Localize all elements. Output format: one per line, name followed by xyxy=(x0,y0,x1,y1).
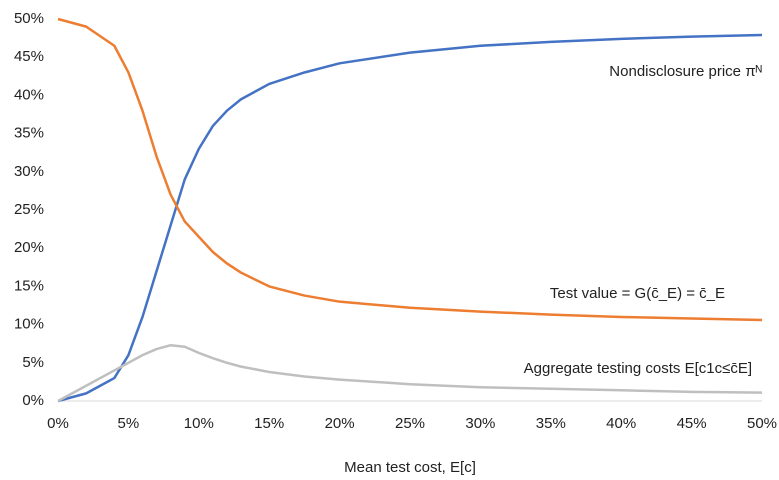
y-tick-label: 45% xyxy=(14,48,44,65)
x-tick-label: 40% xyxy=(606,415,636,432)
x-axis-label: Mean test cost, E[c] xyxy=(344,459,476,476)
y-tick-label: 15% xyxy=(14,277,44,294)
series-line xyxy=(57,343,763,403)
series-line xyxy=(57,33,763,403)
series-label: Aggregate testing costs E[c1c≤c̄E] xyxy=(524,360,752,377)
y-tick-label: 30% xyxy=(14,163,44,180)
y-tick-label: 35% xyxy=(14,125,44,142)
x-tick-label: 10% xyxy=(184,415,214,432)
x-tick-label: 35% xyxy=(536,415,566,432)
series-label: Test value = G(c̄_E) = c̄_E xyxy=(550,285,725,302)
x-tick-label: 20% xyxy=(325,415,355,432)
y-tick-label: 25% xyxy=(14,201,44,218)
x-tick-label: 25% xyxy=(395,415,425,432)
y-tick-label: 0% xyxy=(22,392,44,409)
y-tick-label: 20% xyxy=(14,239,44,256)
y-tick-label: 10% xyxy=(14,316,44,333)
y-tick-label: 5% xyxy=(22,354,44,371)
x-tick-label: 30% xyxy=(465,415,495,432)
x-tick-label: 5% xyxy=(118,415,140,432)
x-tick-label: 45% xyxy=(677,415,707,432)
x-tick-label: 15% xyxy=(254,415,284,432)
x-tick-label: 50% xyxy=(747,415,777,432)
y-tick-label: 50% xyxy=(14,10,44,27)
series-line xyxy=(57,17,763,322)
x-tick-label: 0% xyxy=(47,415,69,432)
y-tick-label: 40% xyxy=(14,86,44,103)
series-label: Nondisclosure price πᴺ xyxy=(609,63,762,80)
